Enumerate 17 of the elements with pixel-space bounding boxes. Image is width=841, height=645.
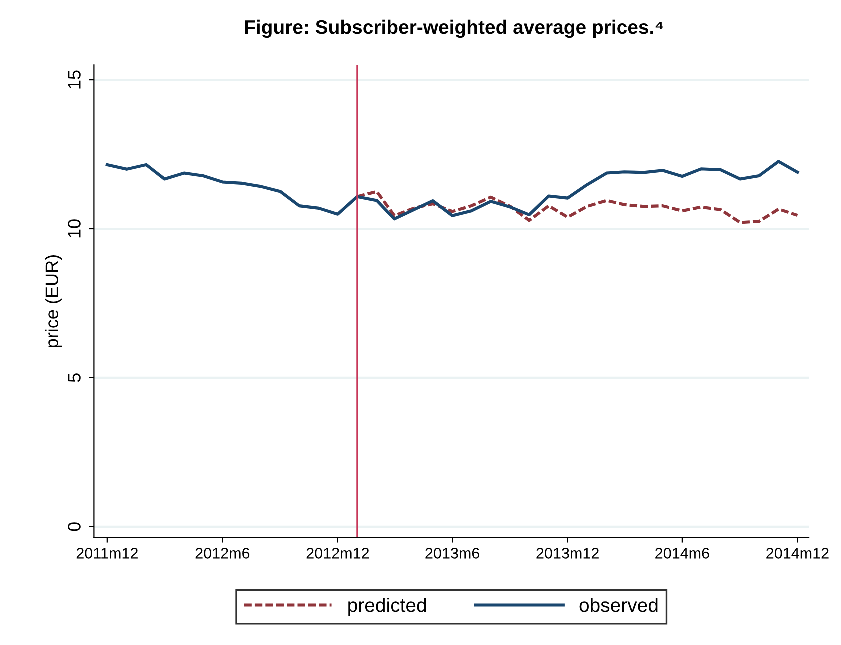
x-tick-label: 2011m12 bbox=[76, 548, 138, 559]
legend-label: predicted bbox=[348, 598, 426, 616]
x-tick-label: 2014m6 bbox=[656, 548, 710, 559]
y-tick-label: 10 bbox=[68, 220, 81, 238]
line-series bbox=[356, 190, 800, 224]
line-series bbox=[106, 160, 800, 221]
y-tick-label: 15 bbox=[68, 70, 81, 89]
y-tick-label: 0 bbox=[68, 522, 81, 532]
legend-label: observed bbox=[580, 598, 658, 612]
y-axis-title: price (EUR) bbox=[45, 256, 62, 348]
x-tick-label: 2013m6 bbox=[426, 548, 480, 559]
x-tick-label: 2014m12 bbox=[766, 548, 829, 559]
x-tick-label: 2012m6 bbox=[196, 548, 250, 559]
chart-title: Figure: Subscriber-weighted average prices.⁴ bbox=[245, 20, 664, 38]
y-tick-label: 5 bbox=[68, 374, 81, 382]
x-tick-label: 2012m12 bbox=[306, 548, 370, 559]
x-tick-label: 2013m12 bbox=[536, 548, 599, 559]
